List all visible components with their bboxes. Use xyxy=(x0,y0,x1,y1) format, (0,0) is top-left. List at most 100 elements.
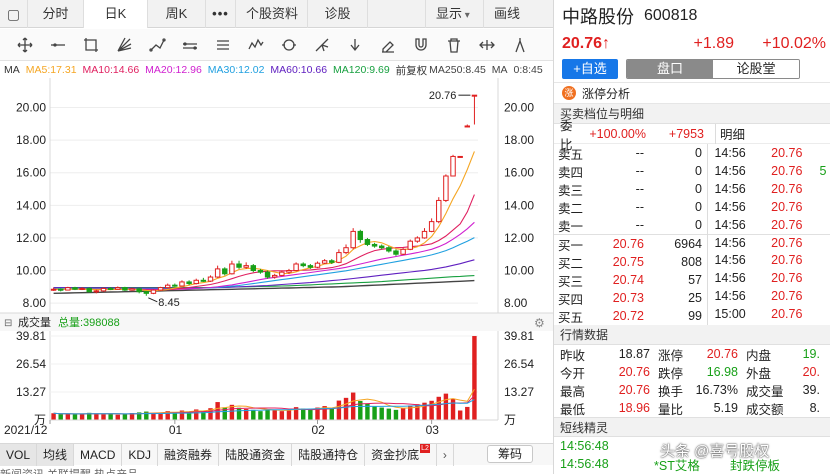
candle-body[interactable] xyxy=(100,287,107,292)
volume-bar[interactable] xyxy=(472,336,477,420)
ask-level[interactable]: 卖二 -- 0 xyxy=(554,198,707,216)
volume-bar[interactable] xyxy=(436,396,441,420)
magnet-icon[interactable] xyxy=(404,32,437,58)
candle-body[interactable] xyxy=(357,230,364,241)
volume-bar[interactable] xyxy=(429,400,434,420)
candle-body[interactable] xyxy=(72,287,78,290)
volume-bar[interactable] xyxy=(151,413,156,420)
volume-bar[interactable] xyxy=(465,406,470,420)
candle-body[interactable] xyxy=(300,263,306,267)
candle-body[interactable] xyxy=(293,263,299,272)
candle-body[interactable] xyxy=(93,290,100,293)
tab-stock-profile[interactable]: 个股资料 xyxy=(236,0,308,28)
eraser-icon[interactable] xyxy=(371,32,404,58)
candle-body[interactable] xyxy=(378,245,385,249)
candle-body[interactable] xyxy=(193,279,199,285)
bid-level[interactable]: 买一 20.76 6964 xyxy=(554,235,707,253)
crop-icon[interactable] xyxy=(74,32,107,58)
candle-body[interactable] xyxy=(150,289,157,294)
volume-bar[interactable] xyxy=(158,412,163,420)
volume-bar[interactable] xyxy=(108,413,113,420)
candle-body[interactable] xyxy=(464,125,471,128)
volume-bar[interactable] xyxy=(122,414,128,420)
volume-bar[interactable] xyxy=(408,405,413,420)
tab-weekly-k[interactable]: 周K xyxy=(148,0,206,28)
candle-body[interactable] xyxy=(115,287,121,290)
volume-bar[interactable] xyxy=(179,410,185,420)
indicator-tab-2[interactable]: MACD xyxy=(74,443,123,466)
candle-body[interactable] xyxy=(371,243,378,247)
candle-body[interactable] xyxy=(157,287,164,291)
candle-body[interactable] xyxy=(286,270,292,273)
volume-bar[interactable] xyxy=(201,410,206,420)
candle-body[interactable] xyxy=(214,268,221,278)
tab-fenshi[interactable]: 分时 xyxy=(28,0,84,28)
volume-bar[interactable] xyxy=(293,407,299,420)
add-watchlist-button[interactable]: +自选 xyxy=(562,59,618,79)
fuquan-label[interactable]: 前复权 xyxy=(395,64,428,77)
volume-bar[interactable] xyxy=(379,407,384,420)
trash-icon[interactable] xyxy=(437,32,470,58)
candle-body[interactable] xyxy=(257,270,264,273)
volume-bar[interactable] xyxy=(243,409,249,420)
volume-bar[interactable] xyxy=(272,410,277,420)
candle-body[interactable] xyxy=(471,94,478,97)
volume-bar[interactable] xyxy=(315,407,320,420)
tab-diagnose[interactable]: 诊股 xyxy=(308,0,368,28)
volume-bar[interactable] xyxy=(115,414,120,420)
candle-body[interactable] xyxy=(229,263,235,275)
ask-level[interactable]: 卖五 -- 0 xyxy=(554,144,707,162)
fan-lines-icon[interactable] xyxy=(107,32,140,58)
tab-daily-k[interactable]: 日K xyxy=(84,0,148,28)
candle-body[interactable] xyxy=(428,221,435,232)
volume-bar[interactable] xyxy=(165,411,170,420)
ask-level[interactable]: 卖三 -- 0 xyxy=(554,180,707,198)
candle-body[interactable] xyxy=(107,287,114,290)
tab-luntan[interactable]: 论股堂 xyxy=(713,60,799,78)
candle-body[interactable] xyxy=(222,268,228,275)
detail-label[interactable]: 明细 xyxy=(720,128,746,142)
volume-bar[interactable] xyxy=(329,407,334,420)
parallel-lines-icon[interactable] xyxy=(173,32,206,58)
trade-ticks[interactable]: 14:56 20.76 14:56 20.76 5 14:56 20.76 14:56 20.7… xyxy=(708,144,830,325)
volume-bar[interactable] xyxy=(172,411,178,420)
candle-body[interactable] xyxy=(421,230,428,239)
candle-body[interactable] xyxy=(122,287,128,291)
candle-body[interactable] xyxy=(279,271,285,276)
limit-up-analysis-row[interactable]: 涨 涨停分析 xyxy=(554,82,830,104)
move-cross-icon[interactable] xyxy=(8,32,41,58)
indicator-tab-5[interactable]: 陆股通资金 xyxy=(219,443,293,466)
candle-body[interactable] xyxy=(364,239,371,245)
candle-body[interactable] xyxy=(129,288,135,291)
indicator-tab-0[interactable]: VOL xyxy=(0,443,38,466)
candle-body[interactable] xyxy=(400,248,406,255)
tab-pankou[interactable]: 盘口 xyxy=(627,60,713,78)
compass-icon[interactable] xyxy=(503,32,536,58)
volume-bar[interactable] xyxy=(251,409,256,420)
candle-body[interactable] xyxy=(200,279,207,282)
candle-body[interactable] xyxy=(407,240,413,250)
display-dropdown[interactable]: 显示 xyxy=(426,0,484,28)
volume-bar[interactable] xyxy=(393,409,399,420)
short-term-item[interactable]: 14:56:48 xyxy=(554,437,830,455)
layout-square-icon[interactable]: ▢ xyxy=(0,0,28,28)
volume-bar[interactable] xyxy=(87,412,92,420)
volume-bar[interactable] xyxy=(215,402,220,420)
bid-level[interactable]: 买二 20.75 808 xyxy=(554,253,707,271)
candle-body[interactable] xyxy=(450,155,456,177)
volume-bar[interactable] xyxy=(258,411,263,420)
candle-body[interactable] xyxy=(329,260,335,263)
volume-bar[interactable] xyxy=(265,409,270,420)
indicator-next-icon[interactable]: › xyxy=(437,443,454,466)
horizontal-line-icon[interactable] xyxy=(41,32,74,58)
chips-button[interactable]: 筹码 xyxy=(486,445,533,463)
volume-bar[interactable] xyxy=(208,408,213,420)
volume-bar[interactable] xyxy=(236,407,242,420)
kline-chart[interactable]: 20.00 18.00 16.00 14.00 12.00 10.00 8.00 20.00 1… xyxy=(0,78,553,434)
drawing-tab[interactable]: 画线 xyxy=(494,5,521,21)
volume-bar[interactable] xyxy=(358,401,363,420)
volume-bar[interactable] xyxy=(365,403,370,420)
indicator-tab-6[interactable]: 陆股通持仓 xyxy=(292,443,366,466)
volume-settings-icon[interactable]: ⚙ xyxy=(534,316,545,330)
bid-level[interactable]: 买四 20.73 25 xyxy=(554,289,707,307)
